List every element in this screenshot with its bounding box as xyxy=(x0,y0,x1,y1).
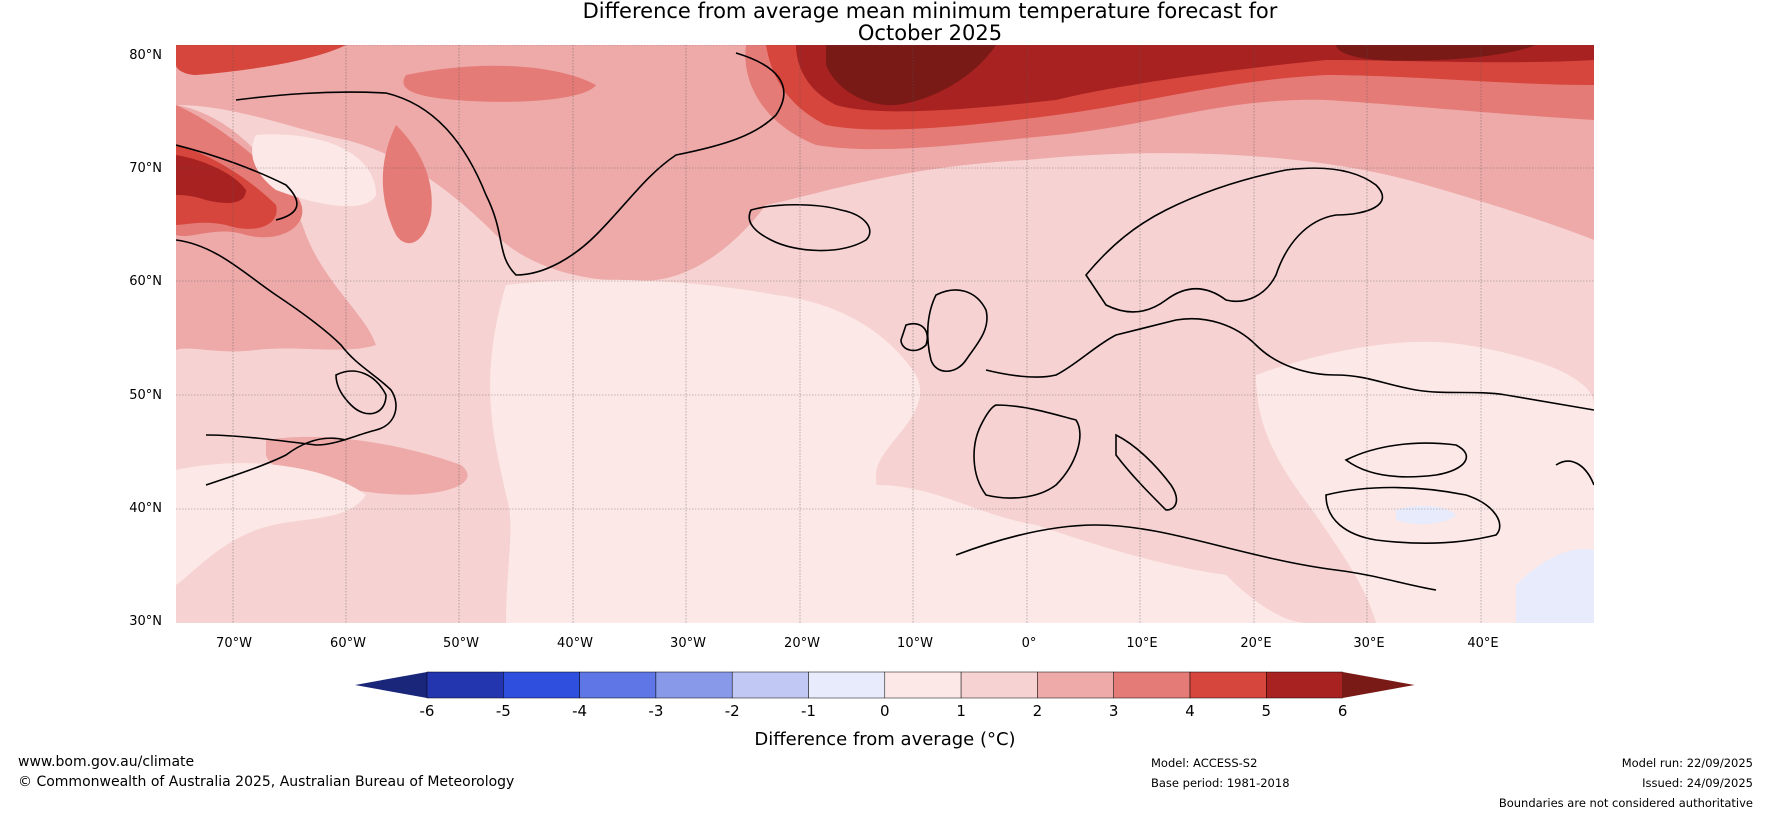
colorbar-segment xyxy=(1189,671,1267,699)
colorbar-segment xyxy=(808,671,886,699)
scandinavia-coast xyxy=(1085,167,1384,313)
anomaly-band-greenland-west-0to1 xyxy=(252,134,376,207)
lat-label-80n: 80°N xyxy=(129,48,162,63)
footer-url: www.bom.gov.au/climate xyxy=(18,754,195,770)
colorbar-tick-label: 2 xyxy=(1032,702,1043,720)
colorbar-tick-label: -4 xyxy=(572,702,588,720)
lat-label-70n: 70°N xyxy=(129,161,162,176)
colorbar-segment xyxy=(1113,671,1191,699)
map-title-line-2: October 2025 xyxy=(857,21,1003,45)
baffin-coast xyxy=(176,144,298,221)
anomaly-patch-svalbard-above6 xyxy=(826,45,996,106)
lon-label-30e: 30°E xyxy=(1353,636,1385,651)
black-sea-coast xyxy=(1344,442,1468,478)
lon-label-20e: 20°E xyxy=(1240,636,1272,651)
colorbar-extend-low xyxy=(355,672,427,698)
lon-label-20w: 20°W xyxy=(784,636,820,651)
lon-label-0: 0° xyxy=(1021,636,1037,651)
anomaly-map-svg xyxy=(176,45,1594,623)
lon-label-10w: 10°W xyxy=(897,636,933,651)
lon-label-60w: 60°W xyxy=(330,636,366,651)
colorbar-tick-label: -5 xyxy=(495,702,511,720)
colorbar xyxy=(355,671,1415,699)
colorbar-segment xyxy=(655,671,733,699)
footer-base-period: Base period: 1981-2018 xyxy=(1151,776,1290,790)
italy-coast xyxy=(1115,433,1178,511)
greenland-coast xyxy=(235,52,785,276)
colorbar-segment xyxy=(1266,671,1343,699)
colorbar-segments xyxy=(355,671,1415,699)
lat-label-30n: 30°N xyxy=(129,614,162,629)
anomaly-band-newfoundland-sw-0to1 xyxy=(176,463,366,585)
lon-label-10e: 10°E xyxy=(1126,636,1158,651)
colorbar-tick-label: -3 xyxy=(648,702,664,720)
footer-model-run: Model run: 22/09/2025 xyxy=(1621,756,1753,770)
footer-model: Model: ACCESS-S2 xyxy=(1151,756,1258,770)
anomaly-band-atlantic-0to1 xyxy=(490,279,921,623)
caspian-coast xyxy=(1555,460,1594,486)
footer-issued: Issued: 24/09/2025 xyxy=(1642,776,1753,790)
colorbar-tick-label: 1 xyxy=(956,702,966,720)
anomaly-patch-northwest-corner-4to5 xyxy=(176,45,346,75)
anomaly-patch-turkey-minus1to0 xyxy=(1396,505,1456,525)
colorbar-segment xyxy=(579,671,657,699)
colorbar-label: Difference from average (°C) xyxy=(754,729,1016,750)
lon-label-40w: 40°W xyxy=(557,636,593,651)
colorbar-segment xyxy=(884,671,962,699)
lon-label-40e: 40°E xyxy=(1467,636,1499,651)
anomaly-patch-east-greenland-3to4 xyxy=(382,125,432,244)
anomaly-band-iberia-south-0to1 xyxy=(866,485,1306,623)
lon-label-70w: 70°W xyxy=(216,636,252,651)
colorbar-segment xyxy=(731,671,809,699)
colorbar-tick-label: 5 xyxy=(1261,702,1272,720)
anomaly-patch-north-5to6 xyxy=(796,45,1594,112)
colorbar-tick-label: -6 xyxy=(419,702,435,720)
footer-copyright: © Commonwealth of Australia 2025, Austra… xyxy=(18,774,515,790)
north-africa-coast xyxy=(955,524,1437,591)
lon-label-50w: 50°W xyxy=(443,636,479,651)
anomaly-band-black-sea-0to1 xyxy=(1256,341,1594,623)
british-isles-coast xyxy=(900,289,988,373)
colorbar-tick-label: 0 xyxy=(880,702,890,720)
colorbar-tick-label: -1 xyxy=(801,702,816,720)
colorbar-segment xyxy=(960,671,1038,699)
lon-label-30w: 30°W xyxy=(670,636,706,651)
lat-label-40n: 40°N xyxy=(129,501,162,516)
footer-boundaries-note: Boundaries are not considered authoritat… xyxy=(1498,796,1753,810)
iceland-coast xyxy=(748,203,871,252)
colorbar-segment xyxy=(503,671,580,699)
nova-scotia-coast xyxy=(205,437,347,486)
colorbar-tick-label: 3 xyxy=(1108,702,1119,720)
iberia-coast xyxy=(973,404,1081,499)
colorbar-tick-label: -2 xyxy=(724,702,740,720)
colorbar-tick-label: 6 xyxy=(1337,702,1348,720)
map-title-line-1: Difference from average mean minimum tem… xyxy=(582,0,1278,23)
graticule xyxy=(176,45,1594,623)
anomaly-map xyxy=(176,45,1594,623)
lat-label-60n: 60°N xyxy=(129,274,162,289)
anomaly-patch-barents-above6 xyxy=(1336,45,1536,61)
labrador-coast xyxy=(176,239,397,446)
turkey-coast xyxy=(1325,486,1501,545)
europe-mainland-coast xyxy=(985,317,1594,411)
colorbar-segment xyxy=(1037,671,1114,699)
anomaly-patch-greenland-sea-3to4 xyxy=(403,65,596,102)
colorbar-segment xyxy=(426,671,504,699)
colorbar-tick-label: 4 xyxy=(1185,702,1195,720)
anomaly-patch-se-corner-minus1to0 xyxy=(1516,548,1594,623)
coastlines xyxy=(176,52,1594,591)
lat-label-50n: 50°N xyxy=(129,388,162,403)
anomaly-patch-baffin-5to6 xyxy=(176,155,246,203)
colorbar-extend-high xyxy=(1342,672,1415,698)
newfoundland-coast xyxy=(335,370,387,415)
